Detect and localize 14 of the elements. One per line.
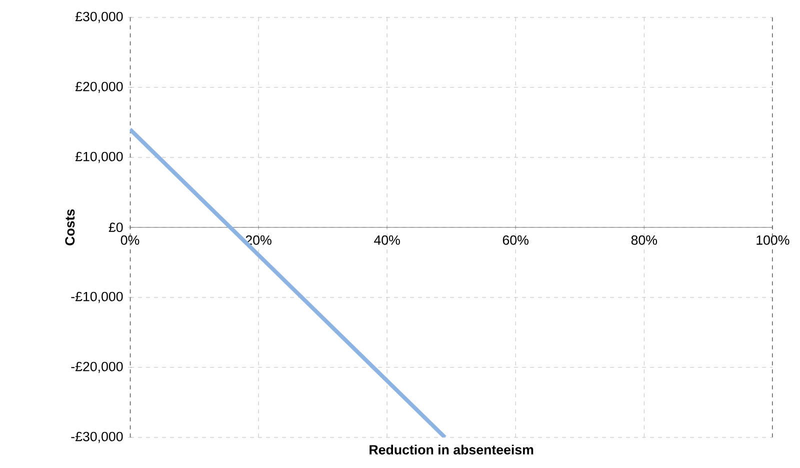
x-tick-label: 40%	[374, 235, 400, 245]
y-tick-label: £0	[108, 222, 123, 232]
y-tick-label: £20,000	[75, 82, 123, 93]
y-axis-title: Costs	[65, 209, 75, 246]
x-tick-label: 60%	[502, 235, 528, 245]
y-tick-label: -£10,000	[71, 292, 123, 303]
x-tick-label: 80%	[631, 235, 658, 245]
x-tick-label: 100%	[756, 235, 790, 245]
y-tick-label: £30,000	[75, 12, 123, 23]
x-axis-title: Reduction in absenteeism	[370, 444, 534, 454]
x-tick-label: 0%	[120, 235, 140, 245]
y-tick-label: -£20,000	[71, 362, 123, 373]
y-tick-label: £10,000	[75, 152, 123, 163]
y-tick-label: -£30,000	[71, 432, 123, 443]
